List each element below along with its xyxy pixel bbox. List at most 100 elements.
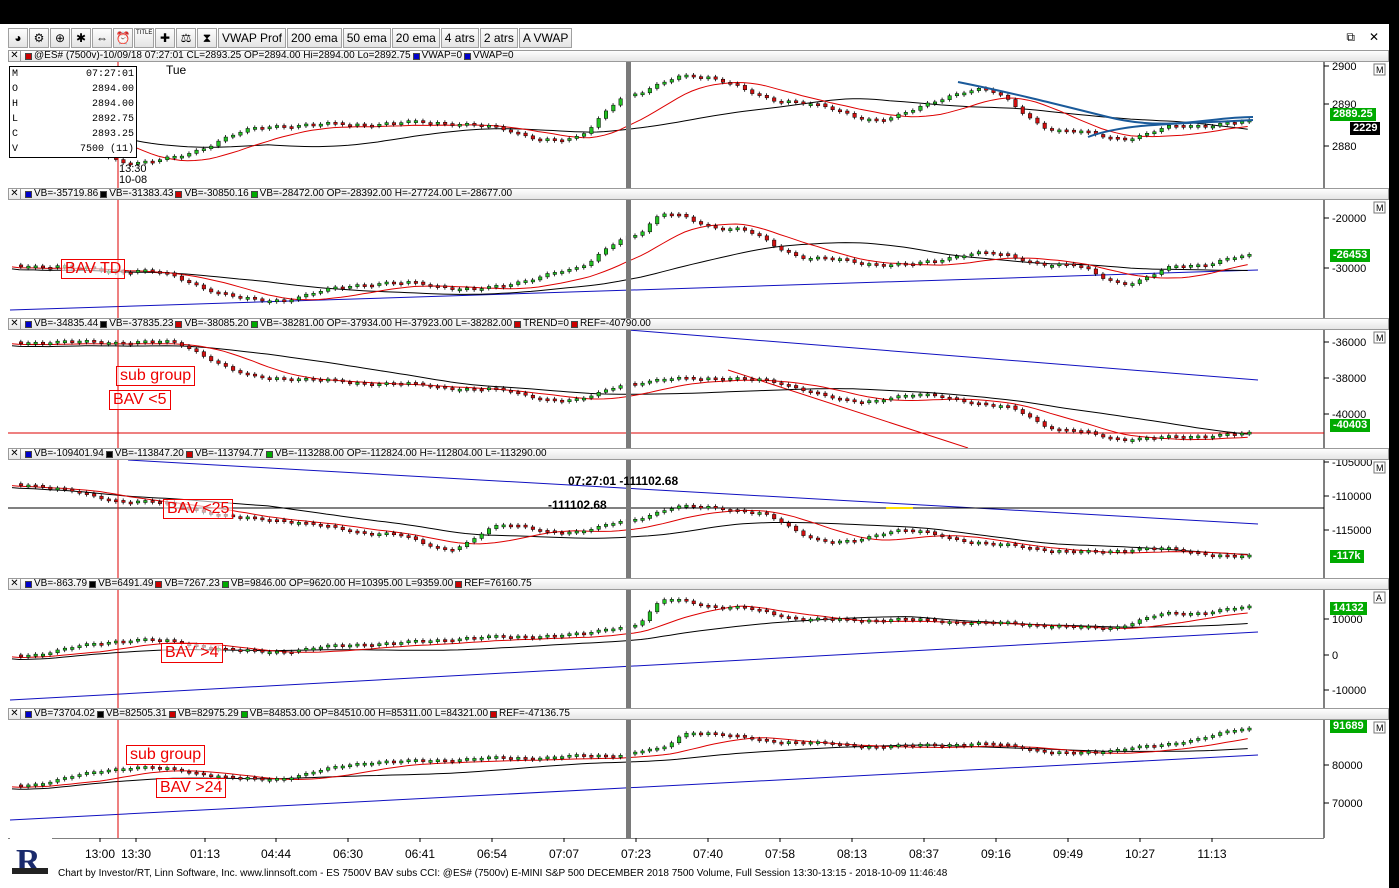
indicator-value: VB=-28472.00 OP=-28392.00 H=-27724.00 L=… — [250, 189, 512, 199]
x-axis-tick-label: 10:27 — [1125, 847, 1155, 861]
crosshair-value: -111102.68 — [619, 474, 679, 488]
tools-icon[interactable]: ✚ — [155, 28, 175, 48]
ohlc-row-label: O — [12, 84, 19, 95]
toolbar-button-4-atrs[interactable]: 4 atrs — [440, 28, 479, 48]
zoom-icon[interactable]: ⊕ — [50, 28, 70, 48]
bav-td-chart-svg[interactable]: -20000 -30000 M — [8, 200, 1389, 318]
bav-gt24-panel[interactable]: ✕ VB=73704.02 VB=82505.31 VB=82975.29 VB=848… — [8, 708, 1389, 838]
series-color-swatch — [412, 52, 420, 60]
panel-scale-button[interactable]: A — [1376, 593, 1382, 603]
ohlc-row: C 2893.25 — [12, 127, 134, 142]
bav-gt24-chart-svg[interactable]: 80000 70000 M — [8, 720, 1389, 838]
series-color-swatch — [175, 190, 183, 198]
ohlc-label: M — [12, 69, 19, 80]
settings-icon[interactable]: ⚙ — [29, 28, 49, 48]
ohlc-row-label: L — [12, 114, 19, 125]
close-panel-icon[interactable]: ✕ — [9, 709, 21, 719]
indicator-value-text: VB=82975.29 — [177, 708, 239, 719]
y-axis-tick-label: -38000 — [1332, 373, 1366, 385]
ohlc-row-value: 2893.25 — [91, 129, 134, 140]
y-axis-tick-label: 10000 — [1332, 614, 1363, 626]
bav-lt25-chart-svg[interactable]: -105000 -110000 -115000 M — [8, 460, 1389, 578]
panel-scale-button[interactable]: M — [1376, 203, 1384, 213]
close-panel-icon[interactable]: ✕ — [9, 189, 21, 199]
x-axis-tick-label: 07:40 — [693, 847, 723, 861]
bav-lt5-panel[interactable]: ✕ VB=-34835.44 VB=-37835.23 VB=-38085.20 VB=… — [8, 318, 1389, 448]
crosshair-readout: 07:27:01 -111102.68 — [568, 474, 678, 488]
panel-scale-button[interactable]: M — [1376, 723, 1384, 733]
toolbar-button-a-vwap[interactable]: A VWAP — [518, 28, 573, 48]
close-panel-icon[interactable]: ✕ — [9, 51, 21, 61]
indicator-value: VB=-37835.23 — [100, 319, 173, 329]
close-panel-icon[interactable]: ✕ — [9, 579, 21, 589]
series-color-swatch — [168, 710, 176, 718]
indicator-value-text: REF=76160.75 — [464, 578, 532, 589]
scroll-icon[interactable]: ⇔ — [92, 28, 112, 48]
time-axis[interactable]: 13:00 13:30 01:13 04:44 06:30 06:41 06:54 07:07… — [8, 838, 1389, 866]
bav-td-value-tag: -26453 — [1330, 249, 1371, 262]
panel-scale-button[interactable]: M — [1376, 333, 1384, 343]
toolbar-button-50-ema[interactable]: 50 ema — [342, 28, 391, 48]
panel-scale-button[interactable]: M — [1376, 65, 1384, 75]
panel-scale-button[interactable]: M — [1376, 463, 1384, 473]
price-panel-header: ✕ @ES# (7500v)-10/09/18 07:27:01 CL=2893… — [8, 50, 1389, 62]
bav-lt5-panel-header: ✕ VB=-34835.44 VB=-37835.23 VB=-38085.20 VB=… — [8, 318, 1389, 330]
indicator-value: VB=-38281.00 OP=-37934.00 H=-37923.00 L=… — [250, 319, 512, 329]
indicator-value-text: TREND=0 — [523, 318, 569, 329]
indicator-value-text: REF=-47136.75 — [499, 708, 570, 719]
day-label: Tue — [166, 63, 187, 77]
y-axis-tick-label: 2880 — [1332, 141, 1356, 153]
series-color-swatch — [570, 320, 578, 328]
y-axis-tick-label: -20000 — [1332, 213, 1366, 225]
toolbar: ◕ ⚙ ⊕ ✱ ⇔ ⏰ TITLE ✚ ⚖ ⧗ VWAP Prof 200 ema 50 ema 20 e… — [8, 28, 573, 48]
series-color-swatch — [100, 320, 108, 328]
window-controls: ⧉ ✕ — [1346, 30, 1379, 45]
close-panel-icon[interactable]: ✕ — [9, 449, 21, 459]
series-color-swatch — [514, 320, 522, 328]
indicator-value-text: VB=-113847.20 — [114, 448, 184, 459]
y-axis-tick-label: 0 — [1332, 650, 1338, 662]
toolbar-button-200-ema[interactable]: 200 ema — [287, 28, 342, 48]
logo-icon: R — [12, 843, 48, 880]
close-panel-icon[interactable]: ✕ — [9, 319, 21, 329]
y-axis-tick-label: 70000 — [1332, 798, 1363, 810]
y-axis-tick-label: 2900 — [1332, 62, 1356, 73]
price-chart-area[interactable]: 2900 2890 2880 M — [8, 62, 1389, 188]
indicator-value: VB=-38085.20 — [175, 319, 249, 329]
investor-rt-logo: R — [10, 838, 52, 882]
bav-lt5-chart-svg[interactable]: -36000 -38000 -40000 M — [8, 330, 1389, 448]
hourglass-icon[interactable]: ⧗ — [197, 28, 217, 48]
bav-lt25-value-tag: -117k — [1330, 550, 1364, 563]
toolbar-button-20-ema[interactable]: 20 ema — [391, 28, 440, 48]
bav-td-panel[interactable]: ✕ VB=-35719.86 VB=-31383.43 VB=-30850.16 VB=… — [8, 188, 1389, 318]
toolbar-button-vwap-prof[interactable]: VWAP Prof — [218, 28, 287, 48]
vwap-value-2: VWAP=0 — [473, 50, 514, 61]
price-panel[interactable]: ✕ @ES# (7500v)-10/09/18 07:27:01 CL=2893… — [8, 50, 1389, 188]
x-axis-tick-label: 08:13 — [837, 847, 867, 861]
toolbar-button-2-atrs[interactable]: 2 atrs — [479, 28, 518, 48]
title-icon[interactable]: TITLE — [134, 28, 154, 48]
bav-lt25-annotation: BAV <25 — [163, 499, 234, 519]
series-color-swatch — [89, 580, 97, 588]
indicator-value-text: VB=84853.00 OP=84510.00 H=85311.00 L=843… — [249, 708, 489, 719]
indicator-value-text: VB=-113288.00 OP=-112824.00 H=-112804.00… — [274, 448, 547, 459]
bav-gt24-value-tag: 91689 — [1330, 720, 1367, 733]
close-window-button[interactable]: ✕ — [1368, 30, 1379, 44]
bav-gt24-annotation: BAV >24 — [156, 778, 227, 798]
y-axis-tick-label: 80000 — [1332, 760, 1363, 772]
x-axis-tick-label: 07:07 — [549, 847, 579, 861]
alarm-icon[interactable]: ⏰ — [113, 28, 133, 48]
ohlc-row-value: 2892.75 — [91, 114, 134, 125]
ohlc-row-value: 7500 (11) — [79, 144, 134, 155]
balance-icon[interactable]: ⚖ — [176, 28, 196, 48]
series-color-swatch — [455, 580, 463, 588]
bav-gt4-panel[interactable]: ✕ VB=-863.79 VB=6491.49 VB=7267.23 VB=9846.0… — [8, 578, 1389, 708]
bav-gt4-panel-header: ✕ VB=-863.79 VB=6491.49 VB=7267.23 VB=9846.0… — [8, 578, 1389, 590]
series-color-swatch — [100, 190, 108, 198]
gear-icon[interactable]: ✱ — [71, 28, 91, 48]
indicator-value-text: VB=-30850.16 — [184, 188, 249, 199]
restore-window-button[interactable]: ⧉ — [1346, 30, 1355, 44]
pie-icon[interactable]: ◕ — [8, 28, 28, 48]
